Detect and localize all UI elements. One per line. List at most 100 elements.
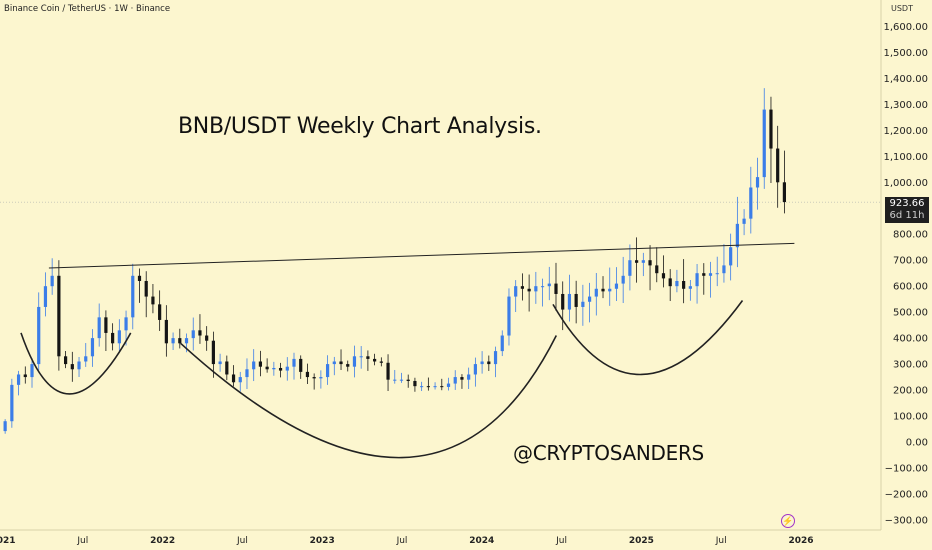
candle-body bbox=[668, 278, 672, 287]
candle-body bbox=[742, 218, 746, 224]
y-tick-label: 1,300.00 bbox=[883, 100, 928, 111]
y-tick-label: 700.00 bbox=[893, 256, 928, 267]
candle-body bbox=[587, 296, 592, 302]
candle-body bbox=[238, 377, 242, 383]
candle-body bbox=[406, 379, 410, 381]
candle-body bbox=[252, 361, 256, 370]
y-tick-label: 1,000.00 bbox=[883, 178, 928, 189]
candle-body bbox=[144, 280, 148, 297]
candle-body bbox=[722, 265, 726, 274]
y-tick-label: 400.00 bbox=[893, 334, 928, 345]
candle-body bbox=[581, 301, 585, 307]
y-tick-label: −200.00 bbox=[885, 489, 928, 500]
candle-body bbox=[332, 361, 336, 365]
candle-body bbox=[520, 286, 525, 289]
candle-body bbox=[111, 332, 115, 344]
candle-body bbox=[373, 358, 377, 362]
candle-body bbox=[433, 386, 437, 388]
candle-body bbox=[547, 283, 551, 287]
cup-arc bbox=[180, 335, 558, 459]
x-tick-label: Jul bbox=[236, 536, 248, 546]
y-tick-label: 800.00 bbox=[893, 230, 928, 241]
candle-body bbox=[426, 386, 430, 388]
candle-body bbox=[614, 283, 619, 289]
candle-body bbox=[467, 374, 471, 380]
candle-body bbox=[500, 335, 504, 352]
candle-body bbox=[487, 361, 491, 365]
candle-body bbox=[285, 366, 289, 371]
y-tick-label: 500.00 bbox=[893, 308, 928, 319]
candle-body bbox=[151, 296, 155, 305]
candle-body bbox=[278, 367, 283, 371]
candle-body bbox=[30, 364, 34, 378]
candle-body bbox=[729, 247, 733, 266]
candle-body bbox=[218, 361, 222, 365]
candle-body bbox=[305, 371, 310, 378]
candle-body bbox=[393, 379, 397, 381]
cup-arc bbox=[552, 299, 744, 376]
symbol-header: Binance Coin / TetherUS · 1W · Binance bbox=[4, 4, 171, 14]
x-tick-label: 2022 bbox=[150, 536, 175, 546]
candle-body bbox=[628, 260, 632, 276]
candle-body bbox=[399, 379, 404, 381]
candle-body bbox=[198, 330, 202, 336]
candle-body bbox=[339, 361, 343, 365]
bar-countdown: 6d 11h bbox=[889, 210, 925, 221]
candle-body bbox=[379, 361, 383, 363]
cup-arc bbox=[20, 332, 132, 395]
candle-body bbox=[16, 374, 21, 385]
y-tick-label: 0.00 bbox=[906, 438, 928, 449]
candle-body bbox=[635, 260, 639, 263]
candle-body bbox=[272, 367, 276, 370]
x-tick-label: 2024 bbox=[469, 536, 494, 546]
candle-body bbox=[299, 358, 303, 372]
candle-body bbox=[50, 275, 54, 287]
candle-body bbox=[621, 275, 625, 284]
y-tick-label: 1,100.00 bbox=[883, 152, 928, 163]
candle-body bbox=[675, 280, 679, 287]
candle-body bbox=[164, 319, 168, 344]
candle-body bbox=[735, 223, 739, 248]
candle-body bbox=[312, 377, 316, 379]
candle-body bbox=[749, 187, 753, 219]
candle-body bbox=[708, 273, 713, 276]
y-tick-label: 1,200.00 bbox=[883, 126, 928, 137]
candle-body bbox=[77, 361, 81, 370]
candle-body bbox=[43, 286, 48, 307]
candle-body bbox=[292, 358, 296, 367]
candle-body bbox=[359, 356, 363, 358]
candle-body bbox=[63, 356, 68, 365]
candle-body bbox=[319, 377, 323, 379]
y-tick-label: 100.00 bbox=[893, 412, 928, 423]
candle-body bbox=[608, 288, 612, 292]
lightning-bolt-icon[interactable]: ⚡ bbox=[781, 514, 795, 528]
candle-body bbox=[158, 304, 162, 320]
candle-body bbox=[211, 340, 215, 365]
candle-body bbox=[715, 273, 719, 275]
candle-body bbox=[420, 386, 424, 388]
candle-body bbox=[534, 286, 538, 292]
candle-body bbox=[84, 356, 88, 362]
candle-body bbox=[245, 369, 249, 378]
candle-body bbox=[178, 338, 182, 344]
candle-body bbox=[90, 338, 95, 357]
candle-body bbox=[453, 377, 457, 384]
y-tick-label: 200.00 bbox=[893, 386, 928, 397]
candle-body bbox=[567, 293, 572, 310]
x-tick-label: Jul bbox=[555, 536, 567, 546]
candle-body bbox=[554, 283, 558, 294]
last-price-badge: 923.66 6d 11h bbox=[885, 197, 929, 223]
candle-body bbox=[10, 384, 14, 422]
candle-body bbox=[37, 306, 41, 365]
candle-body bbox=[117, 330, 121, 344]
chart-title: BNB/USDT Weekly Chart Analysis. bbox=[178, 114, 542, 139]
candle-body bbox=[231, 374, 236, 383]
candle-body bbox=[70, 364, 74, 370]
candle-body bbox=[124, 317, 128, 331]
candle-body bbox=[493, 351, 498, 365]
x-tick-label: 2025 bbox=[629, 536, 654, 546]
candle-body bbox=[540, 286, 545, 288]
y-tick-label: −100.00 bbox=[885, 463, 928, 474]
